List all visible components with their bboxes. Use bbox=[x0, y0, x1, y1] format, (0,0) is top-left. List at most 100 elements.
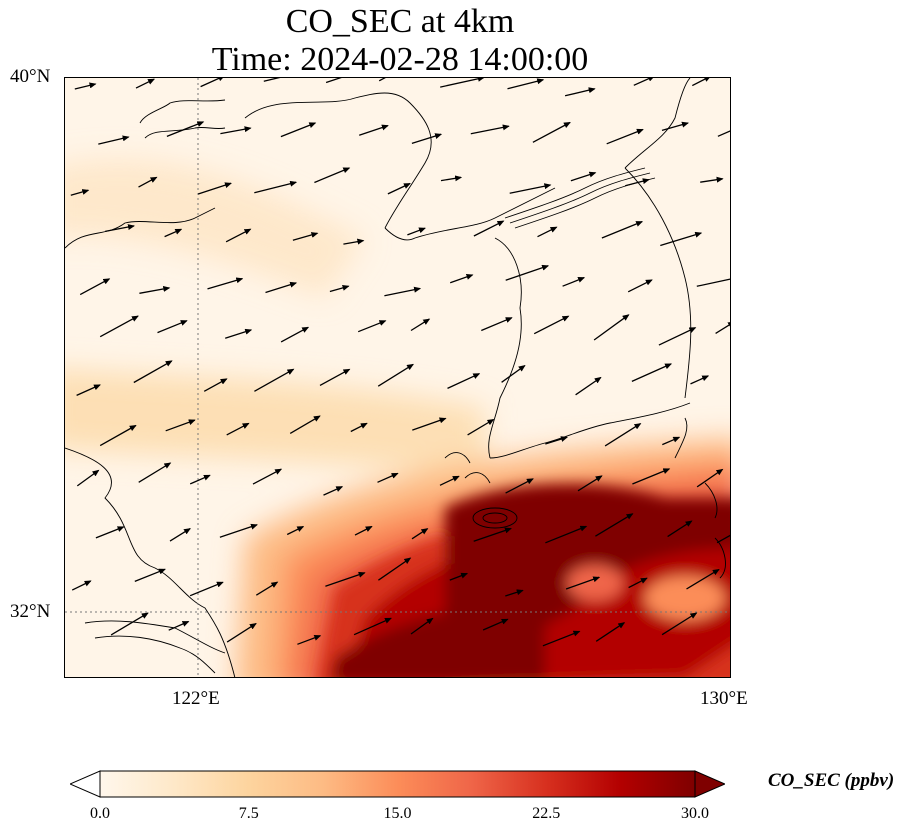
wind-arrow bbox=[661, 612, 698, 636]
wind-arrow bbox=[134, 568, 166, 583]
wind-arrow bbox=[407, 227, 426, 236]
wind-arrow bbox=[533, 315, 570, 335]
colorbar bbox=[68, 770, 727, 798]
wind-arrow bbox=[542, 630, 581, 647]
wind-arrow bbox=[632, 468, 671, 485]
wind-arrow bbox=[289, 415, 321, 434]
wind-arrow bbox=[79, 278, 111, 296]
wind-vectors bbox=[70, 78, 730, 647]
wind-arrow bbox=[110, 612, 149, 636]
wind-arrow bbox=[447, 373, 481, 389]
wind-arrow bbox=[377, 363, 414, 387]
wind-arrow bbox=[226, 422, 250, 436]
wind-arrow bbox=[604, 423, 642, 447]
wind-arrow bbox=[481, 317, 513, 332]
wind-arrow bbox=[593, 314, 630, 341]
wind-arrow bbox=[254, 180, 298, 194]
wind-arrow bbox=[440, 78, 485, 88]
map-canvas bbox=[65, 78, 730, 677]
lon-label-122e: 122°E bbox=[172, 688, 220, 709]
wind-arrow bbox=[411, 133, 443, 145]
wind-arrow bbox=[717, 130, 730, 137]
wind-arrow bbox=[138, 462, 172, 483]
wind-arrow bbox=[319, 368, 351, 386]
wind-arrow bbox=[633, 78, 656, 86]
wind-arrow bbox=[577, 475, 603, 492]
wind-arrow bbox=[716, 534, 730, 544]
wind-arrow bbox=[138, 176, 158, 188]
wind-arrow bbox=[95, 526, 125, 539]
wind-arrow bbox=[667, 520, 693, 538]
wind-arrow bbox=[71, 580, 92, 591]
wind-arrow bbox=[325, 78, 342, 84]
wind-arrow bbox=[225, 228, 252, 243]
wind-arrow bbox=[357, 320, 387, 333]
map-title-line1: CO_SEC at 4km bbox=[285, 3, 515, 40]
wind-arrow bbox=[449, 572, 469, 581]
wind-arrow bbox=[286, 526, 305, 536]
gridlines bbox=[65, 78, 730, 677]
wind-arrow bbox=[99, 424, 137, 447]
wind-arrow bbox=[254, 368, 295, 392]
wind-arrow bbox=[595, 622, 626, 642]
wind-arrow bbox=[625, 178, 650, 187]
wind-arrow bbox=[627, 279, 653, 293]
wind-arrow bbox=[133, 360, 173, 384]
wind-arrow bbox=[715, 321, 730, 334]
wind-arrow bbox=[353, 617, 392, 636]
wind-arrow bbox=[219, 523, 258, 538]
wind-arrow bbox=[473, 527, 512, 542]
wind-arrow bbox=[263, 78, 296, 82]
wind-arrow bbox=[76, 469, 100, 487]
wind-arrow bbox=[203, 378, 228, 392]
wind-arrow bbox=[168, 620, 190, 631]
wind-arrow bbox=[696, 278, 730, 287]
wind-arrow bbox=[507, 78, 545, 90]
lat-label-32n: 32°N bbox=[10, 601, 51, 622]
wind-arrow bbox=[631, 363, 673, 382]
map-plot-area[interactable] bbox=[64, 77, 731, 678]
wind-arrow bbox=[105, 224, 135, 233]
wind-arrow bbox=[76, 384, 101, 396]
wind-arrow bbox=[197, 182, 232, 195]
wind-arrow bbox=[297, 635, 322, 645]
coastlines bbox=[65, 78, 726, 677]
wind-arrow bbox=[482, 618, 509, 631]
wind-arrow bbox=[505, 478, 534, 494]
wind-arrow bbox=[660, 231, 703, 247]
wind-arrow bbox=[325, 571, 366, 587]
wind-arrow bbox=[343, 238, 365, 245]
wind-arrow bbox=[387, 182, 411, 195]
wind-arrow bbox=[189, 474, 211, 485]
wind-arrow bbox=[686, 568, 720, 590]
wind-arrow bbox=[505, 264, 550, 281]
wind-arrow bbox=[280, 326, 310, 343]
wind-arrow bbox=[545, 525, 588, 544]
colorbar-extend-max bbox=[694, 770, 727, 798]
wind-arrow bbox=[265, 281, 298, 294]
wind-arrow bbox=[189, 581, 224, 597]
colorbar-tick-3: 22.5 bbox=[532, 805, 561, 822]
wind-arrow bbox=[696, 468, 724, 488]
wind-arrow bbox=[658, 327, 697, 346]
wind-arrow bbox=[410, 318, 431, 332]
wind-arrow bbox=[501, 365, 526, 383]
lon-label-130e: 130°E bbox=[700, 688, 748, 709]
wind-arrow bbox=[545, 436, 568, 445]
wind-arrow bbox=[439, 475, 460, 486]
colorbar-extend-min bbox=[68, 770, 101, 798]
colorbar-tick-1: 7.5 bbox=[238, 805, 259, 822]
wind-arrow bbox=[440, 175, 463, 182]
wind-arrow bbox=[470, 124, 510, 135]
wind-arrow bbox=[139, 286, 171, 294]
wind-arrow bbox=[562, 276, 586, 287]
wind-arrow bbox=[564, 87, 596, 97]
wind-arrow bbox=[164, 228, 183, 238]
wind-arrow bbox=[690, 375, 710, 385]
wind-arrow bbox=[565, 576, 601, 590]
wind-arrow bbox=[570, 171, 597, 182]
wind-arrow bbox=[207, 277, 244, 290]
wind-arrow bbox=[165, 419, 196, 432]
wind-arrow bbox=[377, 472, 399, 483]
wind-arrow bbox=[628, 577, 648, 589]
